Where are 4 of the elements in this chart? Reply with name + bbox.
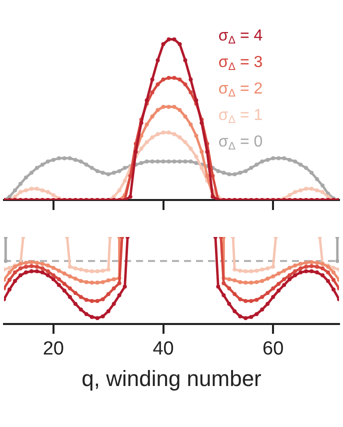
x-tick-label: 40 (152, 338, 174, 360)
x-tick-label: 60 (262, 338, 284, 360)
x-axis-title: q, winding number (82, 366, 262, 391)
x-tick-label: 20 (42, 338, 64, 360)
